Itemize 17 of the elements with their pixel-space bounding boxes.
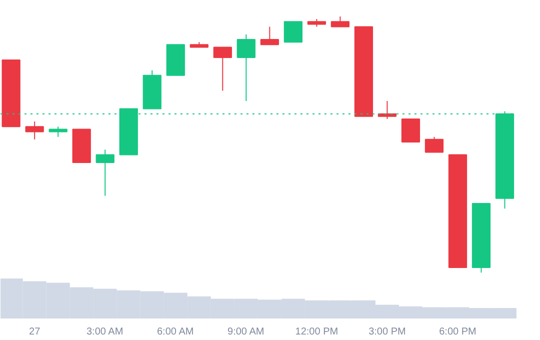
candlestick xyxy=(284,21,302,43)
candlestick xyxy=(401,118,420,142)
candlestick xyxy=(213,46,232,92)
candlestick xyxy=(330,16,350,28)
candlestick xyxy=(48,126,68,138)
x-tick-label: 6:00 AM xyxy=(157,326,194,338)
x-tick-label: 6:00 PM xyxy=(439,326,476,338)
candlestick xyxy=(260,26,279,46)
candlestick xyxy=(424,136,444,153)
x-tick-label: 3:00 AM xyxy=(86,326,124,338)
x-tick-label: 3:00 PM xyxy=(368,326,406,338)
candlestick xyxy=(236,34,256,102)
x-tick-label: 9:00 AM xyxy=(228,326,264,338)
x-tick-label: 12:00 PM xyxy=(295,326,338,338)
candlestick xyxy=(25,121,44,140)
candlestick xyxy=(96,149,114,196)
x-tick-label: 27 xyxy=(29,326,41,338)
